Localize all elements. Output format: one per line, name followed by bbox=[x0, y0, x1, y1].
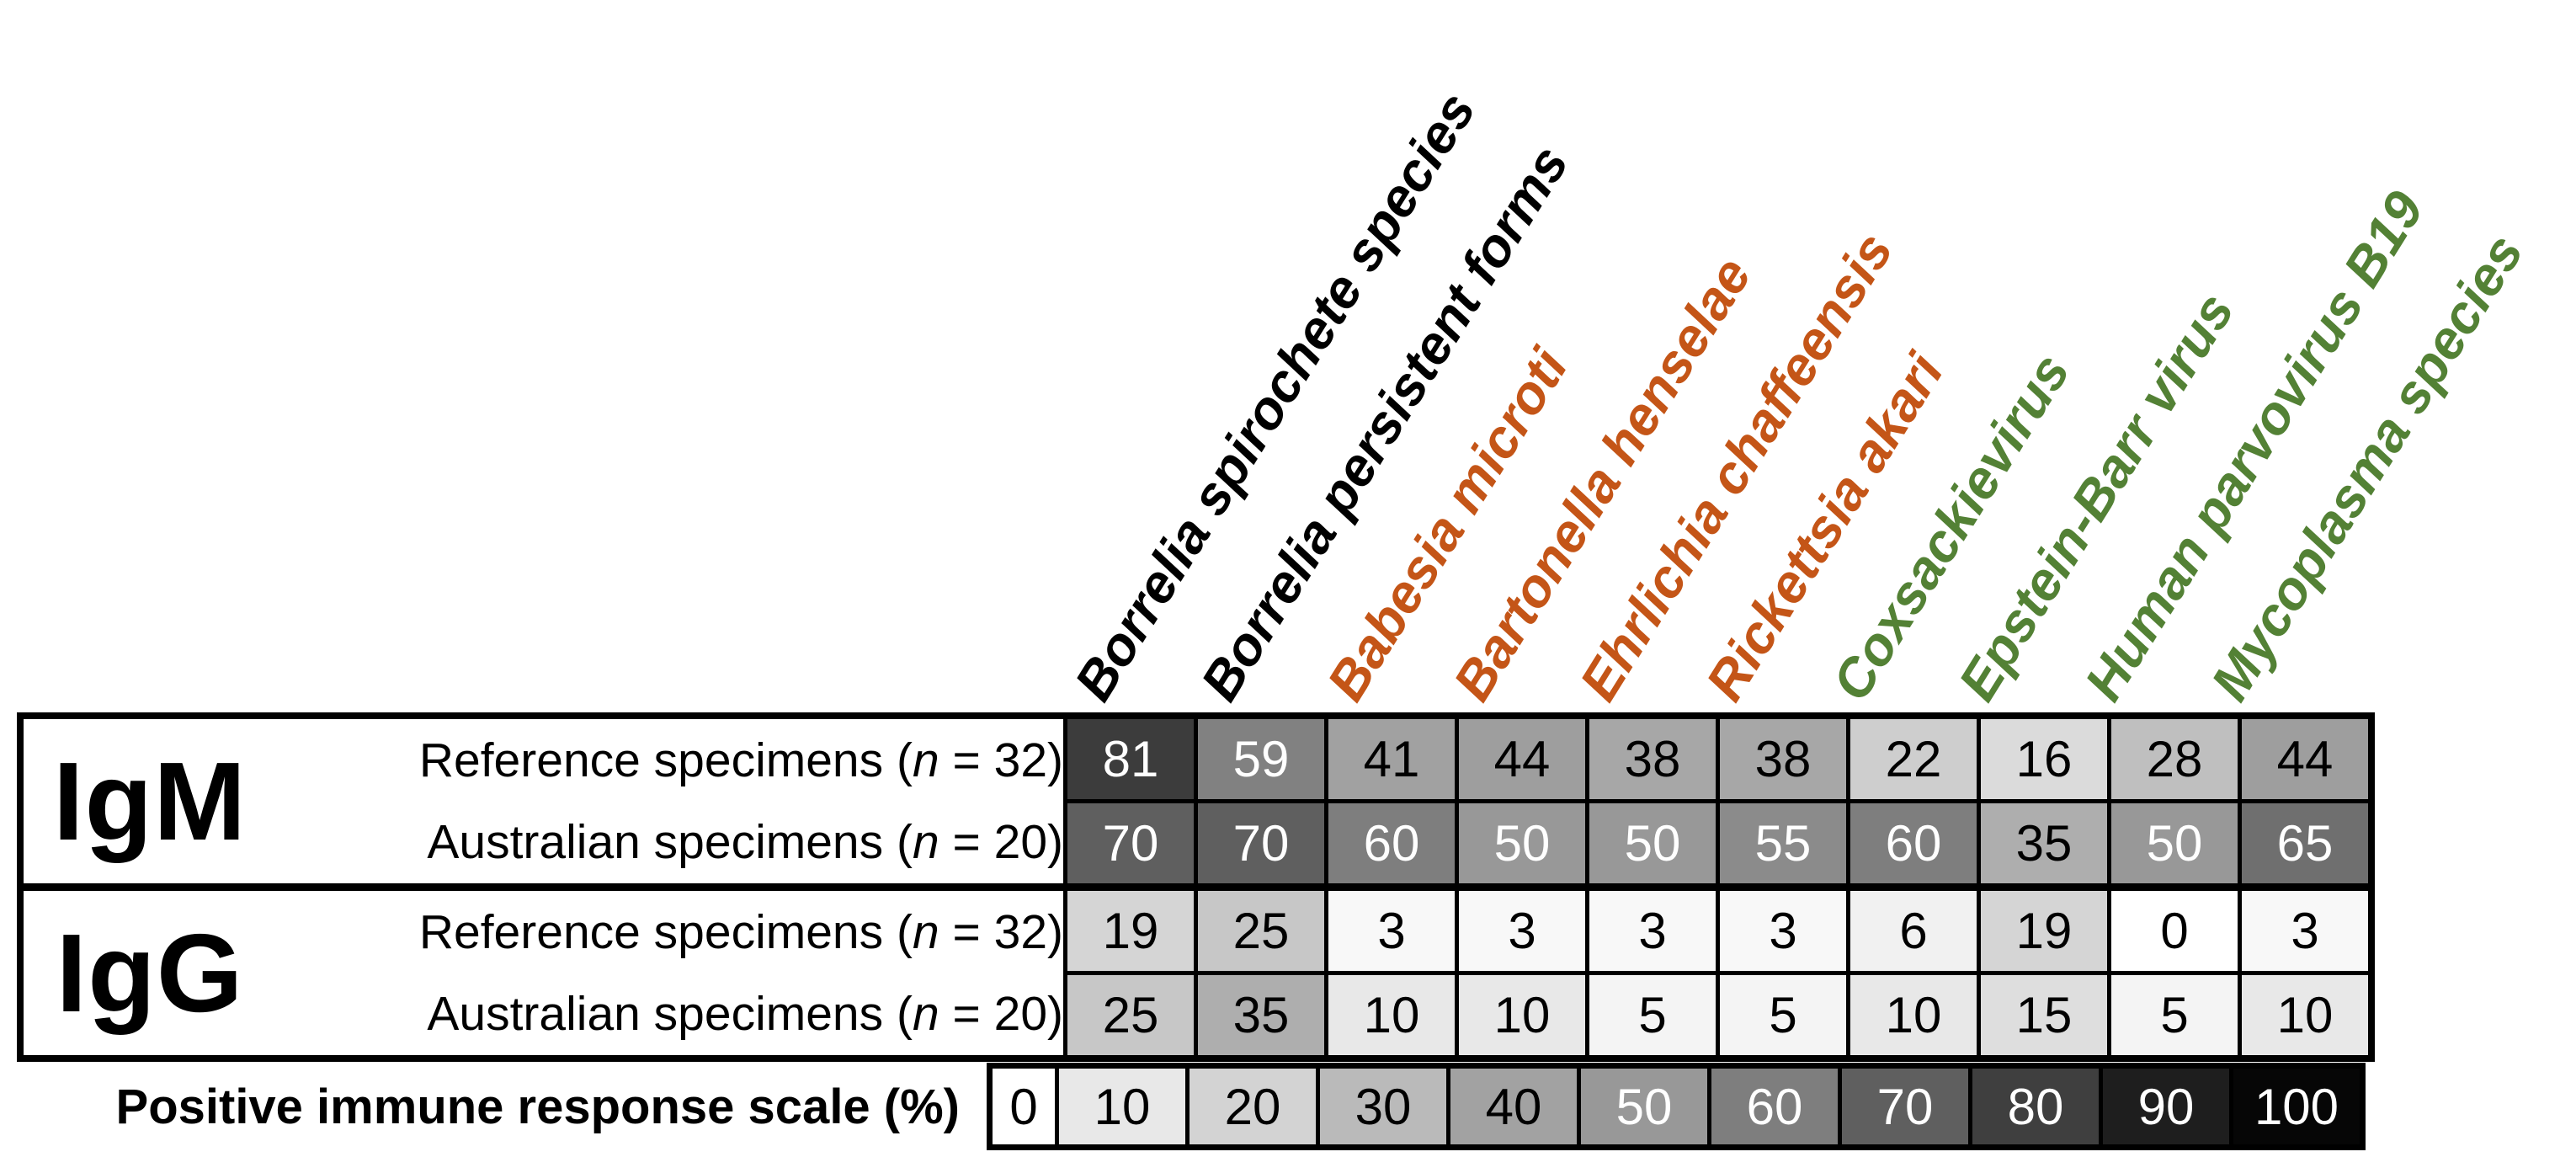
row-label-n-italic: n bbox=[912, 987, 939, 1042]
scale-colorbar: 0 10 20 30 40 50 60 70 80 90 100 bbox=[987, 1063, 2366, 1150]
specimen-row-label: Australian specimens (n = 20) bbox=[276, 802, 1066, 888]
heatmap-cell: 55 bbox=[1716, 799, 1850, 889]
scale-cell: 90 bbox=[2099, 1064, 2233, 1149]
heatmap-cell: 65 bbox=[2238, 799, 2374, 889]
heatmap-cell: 81 bbox=[1063, 713, 1198, 803]
heatmap-cell: 3 bbox=[1716, 883, 1850, 975]
heatmap-cell: 19 bbox=[1063, 883, 1198, 975]
antibody-class-label: IgG bbox=[20, 883, 276, 1058]
heatmap-cell: 38 bbox=[1585, 713, 1720, 803]
scale-cell: 40 bbox=[1446, 1064, 1581, 1149]
scale-cell: 50 bbox=[1577, 1064, 1711, 1149]
scale-cell: 0 bbox=[987, 1064, 1059, 1149]
heatmap-cell: 25 bbox=[1194, 883, 1328, 975]
heatmap-cell: 59 bbox=[1194, 713, 1328, 803]
seroreactivity-table: IgM Reference specimens (n = 32) 81 59 41 44 3… bbox=[17, 712, 2375, 1062]
heatmap-cell: 50 bbox=[1455, 799, 1589, 889]
heatmap-cell: 16 bbox=[1977, 713, 2111, 803]
row-label-text: = 20) bbox=[939, 815, 1063, 870]
heatmap-cell: 70 bbox=[1063, 799, 1198, 889]
specimen-row-label: Australian specimens (n = 20) bbox=[276, 973, 1066, 1059]
specimen-row-label: Reference specimens (n = 32) bbox=[276, 716, 1066, 802]
heatmap-cell: 22 bbox=[1846, 713, 1981, 803]
row-label-text: Reference specimens ( bbox=[418, 904, 913, 959]
specimen-row-label: Reference specimens (n = 32) bbox=[276, 883, 1066, 973]
heatmap-cell: 10 bbox=[2238, 971, 2374, 1061]
heatmap-cell: 44 bbox=[1455, 713, 1589, 803]
heatmap-cell: 5 bbox=[2107, 971, 2242, 1061]
scale-cell: 20 bbox=[1185, 1064, 1320, 1149]
scale-cell: 100 bbox=[2229, 1064, 2365, 1149]
heatmap-cell: 15 bbox=[1977, 971, 2111, 1061]
heatmap-cell: 35 bbox=[1194, 971, 1328, 1061]
heatmap-cell: 3 bbox=[2238, 883, 2374, 975]
heatmap-cell: 19 bbox=[1977, 883, 2111, 975]
heatmap-cell: 6 bbox=[1846, 883, 1981, 975]
heatmap-cell: 5 bbox=[1585, 971, 1720, 1061]
heatmap-cell: 0 bbox=[2107, 883, 2242, 975]
heatmap-cell: 5 bbox=[1716, 971, 1850, 1061]
heatmap-cell: 60 bbox=[1324, 799, 1459, 889]
heatmap-cell: 60 bbox=[1846, 799, 1981, 889]
heatmap-cell: 3 bbox=[1585, 883, 1720, 975]
row-label-text: Reference specimens ( bbox=[418, 733, 913, 787]
row-label-text: = 20) bbox=[939, 987, 1063, 1042]
heatmap-cell: 70 bbox=[1194, 799, 1328, 889]
scale-cell: 70 bbox=[1838, 1064, 1972, 1149]
row-label-text: = 32) bbox=[939, 733, 1063, 787]
antibody-class-label: IgM bbox=[52, 739, 247, 863]
row-label-n-italic: n bbox=[912, 904, 939, 959]
scale-cell: 80 bbox=[1968, 1064, 2103, 1149]
heatmap-cell: 3 bbox=[1455, 883, 1589, 975]
scale-cell: 30 bbox=[1316, 1064, 1450, 1149]
scale-label: Positive immune response scale (%) bbox=[115, 1079, 960, 1134]
heatmap-cell: 10 bbox=[1455, 971, 1589, 1061]
row-label-text: Australian specimens ( bbox=[427, 987, 913, 1042]
heatmap-cell: 44 bbox=[2238, 713, 2374, 803]
heatmap-cell: 10 bbox=[1846, 971, 1981, 1061]
heatmap-cell: 10 bbox=[1324, 971, 1459, 1061]
heatmap-cell: 28 bbox=[2107, 713, 2242, 803]
row-label-text: Australian specimens ( bbox=[427, 815, 913, 870]
heatmap-cell: 50 bbox=[1585, 799, 1720, 889]
heatmap-cell: 50 bbox=[2107, 799, 2242, 889]
heatmap-cell: 25 bbox=[1063, 971, 1198, 1061]
scale-cell: 10 bbox=[1055, 1064, 1190, 1149]
heatmap-cell: 38 bbox=[1716, 713, 1850, 803]
row-label-n-italic: n bbox=[912, 815, 939, 870]
heatmap-cell: 3 bbox=[1324, 883, 1459, 975]
scale-cell: 60 bbox=[1707, 1064, 1842, 1149]
row-label-text: = 32) bbox=[939, 904, 1063, 959]
row-label-n-italic: n bbox=[912, 733, 939, 787]
heatmap-cell: 35 bbox=[1977, 799, 2111, 889]
heatmap-cell: 41 bbox=[1324, 713, 1459, 803]
